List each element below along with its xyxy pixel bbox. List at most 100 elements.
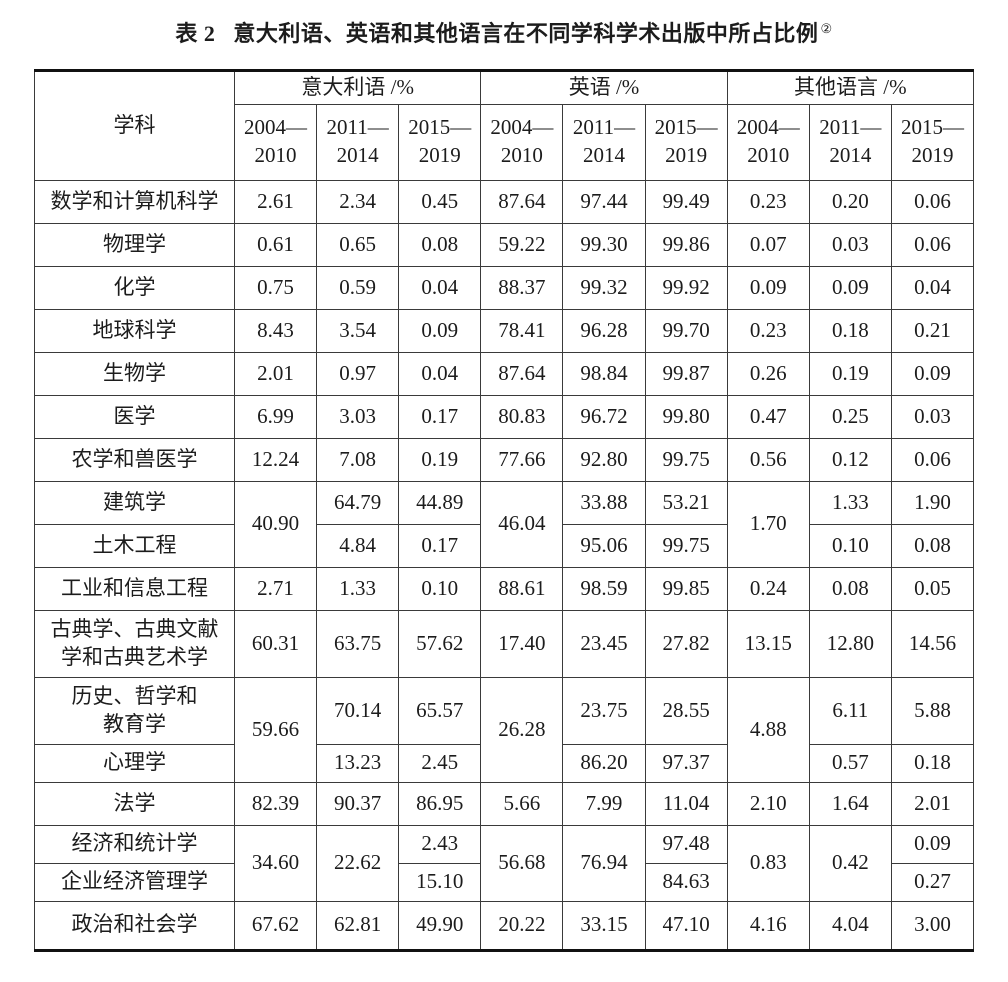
discipline-cell: 历史、哲学和 教育学 (34, 676, 235, 745)
header-period: 2011— 2014 (808, 103, 892, 181)
value-cell: 0.25 (808, 394, 892, 439)
value-cell: 13.23 (316, 743, 400, 783)
table-row: 政治和社会学 67.62 62.81 49.90 20.22 33.15 47.… (34, 900, 975, 951)
discipline-cell: 法学 (34, 781, 235, 826)
value-cell: 0.24 (726, 566, 810, 611)
value-cell: 86.95 (398, 781, 482, 826)
value-cell-merged: 40.90 (233, 480, 318, 568)
table-row: 数学和计算机科学 2.61 2.34 0.45 87.64 97.44 99.4… (34, 179, 975, 224)
value-cell-merged: 22.62 (316, 824, 400, 902)
value-cell: 3.54 (316, 308, 400, 353)
value-cell-merged: 34.60 (233, 824, 318, 902)
value-cell: 99.75 (644, 523, 728, 568)
value-cell: 0.59 (316, 265, 400, 310)
value-cell: 88.61 (480, 566, 564, 611)
table-row: 工业和信息工程 2.71 1.33 0.10 88.61 98.59 99.85… (34, 566, 975, 611)
value-cell-merged: 4.88 (726, 676, 810, 783)
value-cell: 44.89 (398, 480, 482, 525)
value-cell: 0.17 (398, 523, 482, 568)
discipline-cell: 古典学、古典文献 学和古典艺术学 (34, 609, 235, 678)
table-row: 农学和兽医学 12.24 7.08 0.19 77.66 92.80 99.75… (34, 437, 975, 482)
value-cell: 0.27 (890, 862, 975, 902)
value-cell: 99.80 (644, 394, 728, 439)
table-row: 医学 6.99 3.03 0.17 80.83 96.72 99.80 0.47… (34, 394, 975, 439)
value-cell: 99.92 (644, 265, 728, 310)
value-cell: 0.03 (890, 394, 975, 439)
value-cell: 2.71 (233, 566, 318, 611)
value-cell-merged: 26.28 (480, 676, 564, 783)
value-cell: 99.87 (644, 351, 728, 396)
value-cell: 7.99 (562, 781, 646, 826)
value-cell: 0.06 (890, 437, 975, 482)
value-cell: 1.33 (808, 480, 892, 525)
value-cell: 13.15 (726, 609, 810, 678)
header-period: 2015— 2019 (644, 103, 728, 181)
value-cell: 60.31 (233, 609, 318, 678)
value-cell: 59.22 (480, 222, 564, 267)
value-cell: 77.66 (480, 437, 564, 482)
value-cell: 57.62 (398, 609, 482, 678)
discipline-cell: 心理学 (34, 743, 235, 783)
value-cell: 0.75 (233, 265, 318, 310)
value-cell: 7.08 (316, 437, 400, 482)
value-cell: 2.43 (398, 824, 482, 864)
value-cell: 99.32 (562, 265, 646, 310)
value-cell: 0.56 (726, 437, 810, 482)
table-caption: 表 2 意大利语、英语和其他语言在不同学科学术出版中所占比例 ② (0, 20, 1008, 49)
value-cell: 0.20 (808, 179, 892, 224)
header-period: 2011— 2014 (562, 103, 646, 181)
header-group-english: 英语 /% (480, 69, 728, 105)
value-cell: 1.33 (316, 566, 400, 611)
header-period: 2004— 2010 (726, 103, 810, 181)
value-cell: 98.84 (562, 351, 646, 396)
value-cell: 3.03 (316, 394, 400, 439)
value-cell: 99.85 (644, 566, 728, 611)
value-cell: 15.10 (398, 862, 482, 902)
value-cell: 23.75 (562, 676, 646, 745)
value-cell: 98.59 (562, 566, 646, 611)
value-cell: 0.06 (890, 222, 975, 267)
discipline-cell: 地球科学 (34, 308, 235, 353)
value-cell: 80.83 (480, 394, 564, 439)
value-cell: 95.06 (562, 523, 646, 568)
value-cell: 78.41 (480, 308, 564, 353)
value-cell-merged: 0.42 (808, 824, 892, 902)
value-cell: 0.23 (726, 308, 810, 353)
header-period-row: 2004— 2010 2011— 2014 2015— 2019 2004— 2… (35, 103, 975, 181)
value-cell: 0.06 (890, 179, 975, 224)
value-cell: 23.45 (562, 609, 646, 678)
value-cell: 0.23 (726, 179, 810, 224)
discipline-cell: 工业和信息工程 (34, 566, 235, 611)
value-cell: 99.75 (644, 437, 728, 482)
value-cell: 1.64 (808, 781, 892, 826)
value-cell: 0.10 (398, 566, 482, 611)
value-cell: 0.65 (316, 222, 400, 267)
header-subject: 学科 (34, 69, 235, 181)
value-cell: 33.15 (562, 900, 646, 951)
value-cell: 0.12 (808, 437, 892, 482)
table-row: 生物学 2.01 0.97 0.04 87.64 98.84 99.87 0.2… (34, 351, 975, 396)
discipline-cell: 农学和兽医学 (34, 437, 235, 482)
value-cell: 0.09 (726, 265, 810, 310)
table-number-label: 表 2 (175, 21, 216, 46)
value-cell-merged: 46.04 (480, 480, 564, 568)
table-row: 古典学、古典文献 学和古典艺术学 60.31 63.75 57.62 17.40… (34, 609, 975, 678)
value-cell: 0.04 (398, 265, 482, 310)
language-share-table: 学科 意大利语 /% 英语 /% 其他语言 /% 2004— 2010 2011… (34, 68, 975, 952)
value-cell: 0.10 (808, 523, 892, 568)
table-row: 化学 0.75 0.59 0.04 88.37 99.32 99.92 0.09… (34, 265, 975, 310)
value-cell-merged: 76.94 (562, 824, 646, 902)
value-cell: 11.04 (644, 781, 728, 826)
discipline-cell: 经济和统计学 (34, 824, 235, 864)
value-cell: 84.63 (644, 862, 728, 902)
value-cell: 0.09 (808, 265, 892, 310)
value-cell: 97.48 (644, 824, 728, 864)
value-cell: 0.04 (398, 351, 482, 396)
value-cell-merged: 0.83 (726, 824, 810, 902)
table-row: 企业经济管理学 15.10 84.63 0.27 (34, 862, 975, 902)
value-cell: 0.09 (890, 351, 975, 396)
table-row: 物理学 0.61 0.65 0.08 59.22 99.30 99.86 0.0… (34, 222, 975, 267)
value-cell: 17.40 (480, 609, 564, 678)
footnote-mark: ② (820, 20, 833, 36)
table-row: 经济和统计学 34.60 22.62 2.43 56.68 76.94 97.4… (34, 824, 975, 902)
